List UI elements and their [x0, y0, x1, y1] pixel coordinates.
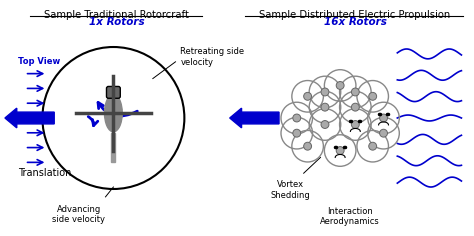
Circle shape	[304, 142, 311, 150]
Text: Sample Traditional Rotorcraft: Sample Traditional Rotorcraft	[44, 9, 189, 20]
Bar	[111, 133, 115, 162]
Circle shape	[321, 121, 329, 128]
FancyBboxPatch shape	[107, 86, 120, 98]
Circle shape	[304, 92, 311, 100]
Text: Interaction
Aerodynamics: Interaction Aerodynamics	[320, 207, 380, 226]
Circle shape	[293, 129, 301, 137]
Circle shape	[369, 142, 377, 150]
Text: Top View: Top View	[18, 57, 60, 66]
Circle shape	[369, 92, 377, 100]
Text: Advancing
side velocity: Advancing side velocity	[52, 205, 105, 224]
Ellipse shape	[104, 94, 122, 132]
Circle shape	[351, 103, 359, 111]
Circle shape	[321, 103, 329, 111]
Circle shape	[321, 88, 329, 96]
Circle shape	[336, 147, 344, 155]
Circle shape	[336, 81, 344, 89]
Text: 1x Rotors: 1x Rotors	[89, 17, 144, 27]
Text: 16x Rotors: 16x Rotors	[323, 17, 386, 27]
Text: Retreating side
velocity: Retreating side velocity	[181, 47, 245, 67]
FancyArrow shape	[5, 108, 54, 128]
Circle shape	[380, 114, 387, 122]
FancyArrow shape	[230, 108, 279, 128]
Text: Sample Distributed Electric Propulsion: Sample Distributed Electric Propulsion	[259, 9, 451, 20]
Circle shape	[351, 88, 359, 96]
Text: Translation: Translation	[18, 168, 71, 178]
Circle shape	[351, 121, 359, 128]
Circle shape	[293, 114, 301, 122]
Text: Vortex
Shedding: Vortex Shedding	[271, 180, 311, 199]
Circle shape	[380, 129, 387, 137]
